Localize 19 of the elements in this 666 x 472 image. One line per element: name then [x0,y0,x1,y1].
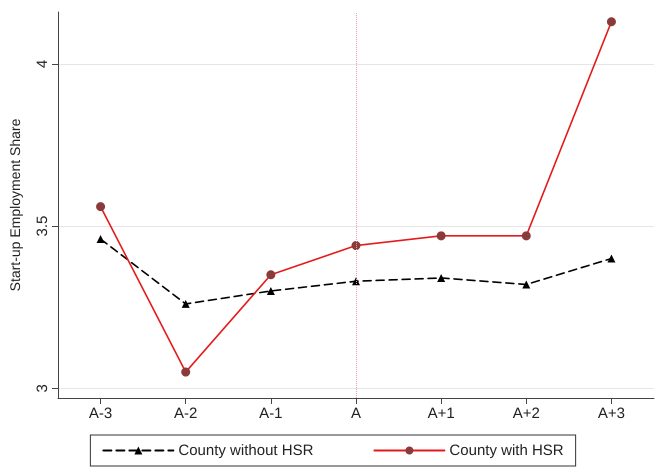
x-tick-label: A-1 [259,405,283,422]
point [522,280,530,288]
x-tick-label: A+2 [512,405,540,422]
point [607,254,616,263]
x-tick-label: A [350,405,362,422]
x-tick-label: A-3 [88,405,112,422]
y-tick-label: 3 [34,384,51,392]
point [96,235,105,244]
y-tick-label: 4 [34,60,51,68]
point [266,286,275,295]
y-tick-label: 3.5 [34,216,51,237]
y-axis-title: Start-up Employment Share [7,118,23,292]
legend-label: County without HSR [178,442,314,459]
x-tick-label: A-2 [174,405,198,422]
point [182,300,190,308]
x-tick-label: A+1 [428,405,455,422]
point [437,274,446,282]
x-tick-label: A+3 [598,405,625,422]
legend-label: County with HSR [449,442,564,459]
